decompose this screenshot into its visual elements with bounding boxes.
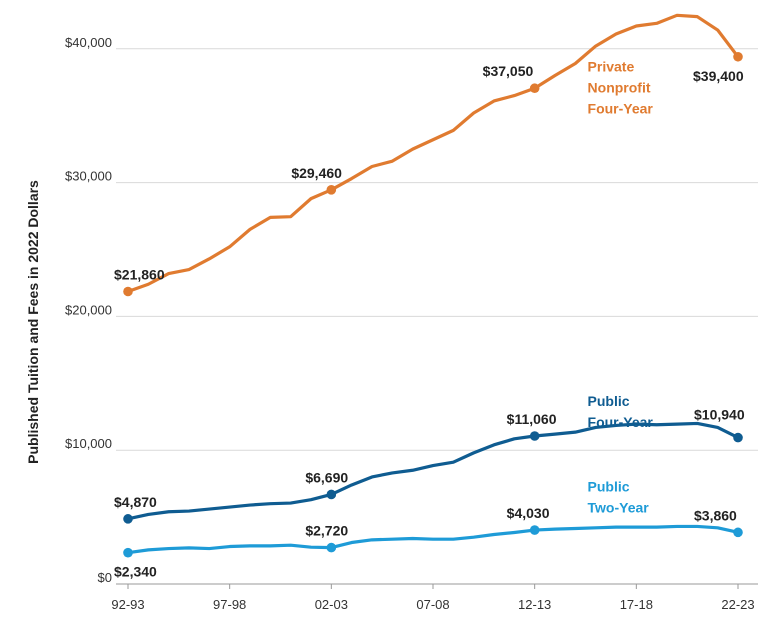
series-label-private-nonprofit-four-year: Nonprofit bbox=[588, 80, 651, 96]
series-label-public-two-year: Public bbox=[588, 479, 630, 495]
series-label-public-two-year: Two-Year bbox=[588, 500, 650, 516]
series-lines bbox=[126, 13, 740, 555]
x-tick-label: 92-93 bbox=[111, 597, 144, 612]
y-tick-label: $40,000 bbox=[65, 35, 112, 50]
data-point-private-nonprofit-four-year bbox=[529, 83, 540, 94]
y-tick-label: $30,000 bbox=[65, 169, 112, 184]
series-line-private-nonprofit-four-year bbox=[126, 13, 740, 294]
data-label-public-four-year: $4,870 bbox=[114, 494, 157, 510]
x-tick-label: 22-23 bbox=[721, 597, 754, 612]
series-label-public-four-year: Public bbox=[588, 393, 630, 409]
data-point-public-four-year bbox=[123, 514, 133, 524]
series-line-public-four-year bbox=[126, 421, 740, 521]
data-points bbox=[123, 51, 743, 558]
y-axis-title: Published Tuition and Fees in 2022 Dolla… bbox=[25, 180, 41, 464]
series-line-public-two-year bbox=[126, 524, 740, 555]
data-point-public-two-year bbox=[733, 527, 743, 538]
data-label-private-nonprofit-four-year: $37,050 bbox=[483, 63, 534, 79]
data-point-public-two-year bbox=[123, 547, 133, 558]
x-tick-label: 07-08 bbox=[416, 597, 449, 612]
data-point-public-four-year bbox=[326, 489, 337, 500]
data-label-private-nonprofit-four-year: $29,460 bbox=[291, 165, 342, 181]
data-label-public-four-year: $10,940 bbox=[694, 407, 745, 423]
data-label-public-four-year: $6,690 bbox=[305, 469, 348, 485]
data-label-private-nonprofit-four-year: $21,860 bbox=[114, 266, 165, 282]
data-point-public-four-year bbox=[733, 432, 743, 443]
series-label-public-four-year: Four-Year bbox=[588, 414, 654, 430]
data-label-private-nonprofit-four-year: $39,400 bbox=[693, 68, 744, 84]
y-axis-ticks: $0 $10,000 $20,000 $30,000 $40,000 bbox=[65, 35, 112, 585]
gridlines bbox=[116, 48, 758, 585]
data-point-private-nonprofit-four-year bbox=[123, 286, 133, 297]
data-point-public-two-year bbox=[529, 525, 540, 535]
data-point-public-two-year bbox=[326, 542, 337, 553]
data-point-private-nonprofit-four-year bbox=[733, 51, 743, 62]
x-tick-label: 02-03 bbox=[315, 597, 348, 612]
data-label-public-two-year: $3,860 bbox=[694, 507, 737, 523]
data-labels: $21,860 $29,460 $37,050 $39,400 $4,870 $6,690… bbox=[114, 63, 745, 579]
data-label-public-four-year: $11,060 bbox=[507, 411, 557, 427]
x-tick-label: 12-13 bbox=[518, 597, 551, 612]
x-axis-ticks: 92-93 97-98 02-03 07-08 12-13 17-18 22-23 bbox=[111, 584, 755, 612]
series-labels: Private Nonprofit Four-Year Public Four-Year… bbox=[588, 59, 654, 516]
x-tick-label: 97-98 bbox=[213, 597, 246, 612]
series-label-private-nonprofit-four-year: Private bbox=[588, 59, 635, 75]
y-tick-label: $0 bbox=[98, 570, 112, 585]
data-point-private-nonprofit-four-year bbox=[326, 184, 337, 195]
data-label-public-two-year: $4,030 bbox=[507, 505, 550, 521]
series-label-private-nonprofit-four-year: Four-Year bbox=[588, 101, 654, 117]
y-tick-label: $10,000 bbox=[65, 436, 112, 451]
data-label-public-two-year: $2,340 bbox=[114, 564, 157, 580]
y-tick-label: $20,000 bbox=[65, 302, 112, 317]
x-tick-label: 17-18 bbox=[620, 597, 653, 612]
data-label-public-two-year: $2,720 bbox=[305, 523, 348, 539]
data-point-public-four-year bbox=[529, 431, 540, 441]
